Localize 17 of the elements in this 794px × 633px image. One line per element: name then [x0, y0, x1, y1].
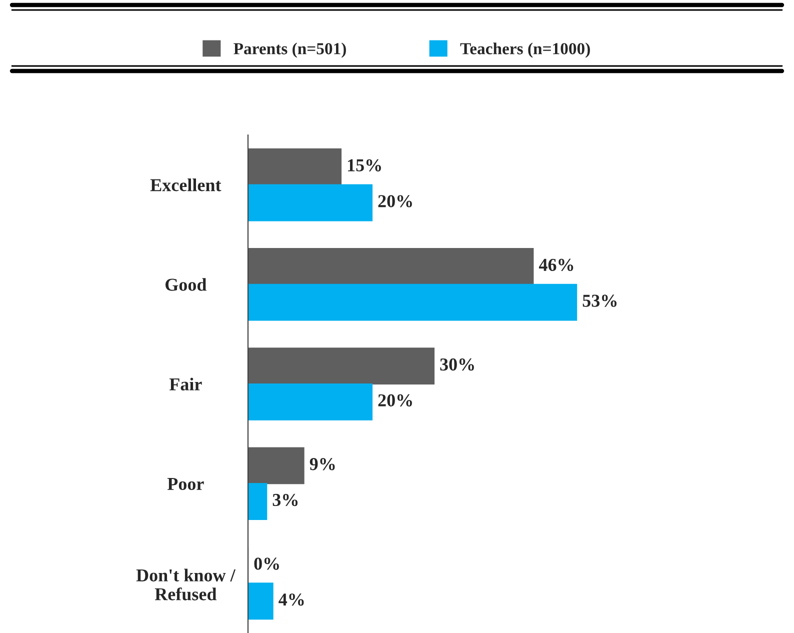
- y-tick-label: Poor: [167, 478, 204, 490]
- data-label: 0%: [254, 558, 279, 570]
- y-tick-label: Good: [165, 278, 207, 291]
- data-label: 4%: [278, 593, 304, 606]
- data-label: 20%: [378, 195, 412, 208]
- legend-label: Teachers (n=1000): [460, 42, 590, 58]
- data-label: 46%: [538, 258, 574, 272]
- data-label: 15%: [348, 159, 381, 172]
- data-label: 9%: [310, 458, 335, 470]
- y-tick-label: Excellent: [150, 178, 222, 192]
- y-tick-label: Don't know / Refused: [136, 568, 236, 600]
- data-label: 30%: [440, 358, 474, 371]
- y-tick-label: Fair: [169, 378, 202, 390]
- data-label: 20%: [378, 394, 412, 407]
- legend-label: Parents (n=501): [234, 42, 346, 58]
- data-label: 53%: [582, 294, 617, 307]
- data-label: 3%: [272, 494, 298, 506]
